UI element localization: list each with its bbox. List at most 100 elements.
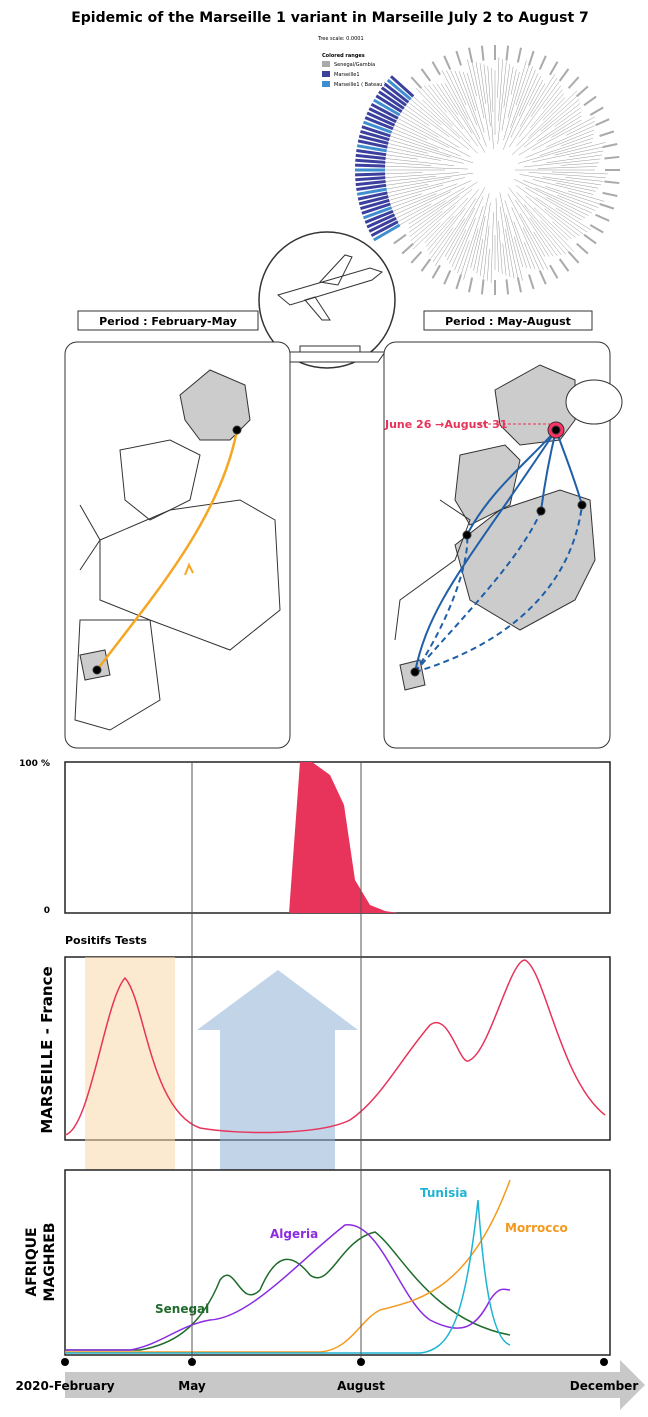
tree-branch xyxy=(499,206,511,277)
tree-branch xyxy=(542,85,562,109)
tree-branch xyxy=(501,66,514,131)
period-box xyxy=(77,310,259,331)
tree-branch xyxy=(565,177,604,182)
tree-branch xyxy=(497,61,507,145)
tree-branch xyxy=(505,214,523,281)
tree-branch xyxy=(525,195,576,238)
tree-branch xyxy=(468,47,474,63)
tree-branch xyxy=(525,187,582,221)
tree-branch xyxy=(434,218,466,266)
tree-branch xyxy=(386,154,418,160)
tree-branch xyxy=(386,78,412,101)
map-left xyxy=(64,341,291,749)
tree-branch xyxy=(518,81,560,137)
tree-branch xyxy=(499,192,519,280)
tree-branch xyxy=(546,154,602,164)
tree-branch xyxy=(385,158,455,166)
tree-branch xyxy=(430,227,454,259)
tree-branch xyxy=(360,129,390,142)
tree-branch xyxy=(510,66,533,128)
axis-label: 0 xyxy=(44,906,50,916)
tree-branch xyxy=(362,120,393,134)
tree-branch xyxy=(558,258,570,272)
tree-branch xyxy=(356,144,387,153)
tree-branch xyxy=(450,70,467,106)
tree-branch xyxy=(568,150,604,158)
tree-branch xyxy=(519,213,546,257)
tree-branch xyxy=(567,251,580,264)
tree-branch xyxy=(503,64,511,108)
tree-branch xyxy=(383,82,410,104)
tree-branch xyxy=(518,141,593,164)
tree-branch xyxy=(505,45,510,61)
timeline-arrow xyxy=(65,1360,645,1410)
tree-branch xyxy=(431,264,441,279)
tree-branch xyxy=(529,217,558,256)
tree-branch xyxy=(468,277,474,293)
panel-label: MAGHREB xyxy=(42,1223,58,1302)
tree-branch xyxy=(505,279,510,295)
tree-branch xyxy=(413,96,461,139)
tree-branch xyxy=(420,68,432,82)
tree-branch xyxy=(428,207,466,255)
tree-branch xyxy=(399,114,439,138)
legend-label: Senegal/Gambia xyxy=(334,62,375,68)
tree-branch xyxy=(513,178,589,216)
tree-branch xyxy=(408,200,446,225)
tree-branch xyxy=(428,84,464,130)
tree-branch xyxy=(510,76,541,138)
tree-branch xyxy=(370,102,399,120)
marseille-curve xyxy=(64,959,606,1136)
tree-branch xyxy=(498,220,503,274)
tree-branch xyxy=(368,107,397,124)
tree-branch xyxy=(583,233,597,245)
tree-branch xyxy=(355,158,386,164)
tree-branch xyxy=(386,150,441,161)
tree-branch xyxy=(392,128,461,157)
tree-branch xyxy=(454,218,476,271)
tree-branch xyxy=(408,181,478,229)
tree-branch xyxy=(357,191,388,201)
tree-branch xyxy=(440,83,473,134)
tree-branch xyxy=(479,63,486,104)
tree-branch xyxy=(356,149,387,157)
tree-branch xyxy=(424,85,447,113)
tree-branch xyxy=(368,216,397,233)
tree-branch xyxy=(357,139,388,149)
tree-branch xyxy=(455,50,462,66)
timeline-label: May xyxy=(178,1379,206,1393)
transport-circle xyxy=(258,231,396,369)
tree-branch xyxy=(389,75,415,98)
tree-branch xyxy=(394,180,472,215)
tree-branch xyxy=(411,205,456,246)
axis-label: 100 % xyxy=(19,759,50,769)
tree-branch xyxy=(535,187,592,214)
tree-branch xyxy=(393,233,407,245)
tree-branch xyxy=(390,135,474,164)
tree-branch xyxy=(466,72,485,133)
tree-branch xyxy=(436,83,459,116)
tree-branch xyxy=(545,186,602,205)
tree-branch xyxy=(537,166,597,169)
tree-branch xyxy=(551,171,608,175)
tree-branch xyxy=(392,193,437,212)
tree-branch xyxy=(595,118,610,127)
tree-branch xyxy=(516,47,522,63)
tree-branch xyxy=(565,121,595,136)
tree-branch xyxy=(364,116,394,131)
tree-branch xyxy=(602,191,618,197)
tree-branch xyxy=(403,108,430,127)
tree-branch xyxy=(396,121,450,148)
tree-branch xyxy=(391,183,458,208)
tree-branch xyxy=(560,162,599,166)
tree-branch xyxy=(389,184,444,201)
tree-branch xyxy=(370,220,399,238)
tree-branch xyxy=(544,208,580,237)
tree-branch xyxy=(542,97,566,121)
tree-branch xyxy=(519,174,599,189)
tree-branch xyxy=(558,68,570,82)
tree-branch xyxy=(532,179,594,195)
tree-branch xyxy=(366,111,396,127)
tree-branch xyxy=(396,191,452,219)
